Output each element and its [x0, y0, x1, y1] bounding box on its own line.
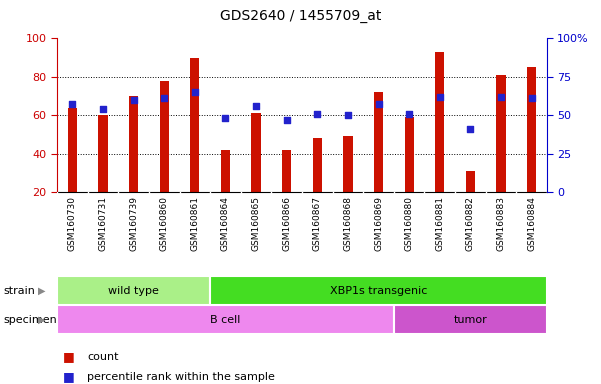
Text: tumor: tumor — [454, 314, 487, 325]
Bar — [57, 305, 394, 334]
Point — [374, 101, 383, 108]
Bar — [343, 136, 353, 192]
Point — [343, 112, 353, 118]
Text: GSM160884: GSM160884 — [527, 196, 536, 251]
Point — [527, 95, 537, 101]
Point — [404, 111, 414, 117]
Point — [190, 89, 200, 95]
Bar — [394, 305, 547, 334]
Text: percentile rank within the sample: percentile rank within the sample — [87, 371, 275, 382]
Text: GSM160868: GSM160868 — [343, 196, 352, 251]
Bar — [99, 115, 108, 192]
Point — [98, 106, 108, 112]
Bar — [210, 276, 547, 305]
Point — [67, 101, 77, 108]
Text: ■: ■ — [63, 370, 75, 383]
Text: GSM160881: GSM160881 — [435, 196, 444, 251]
Text: GSM160739: GSM160739 — [129, 196, 138, 251]
Bar — [527, 67, 536, 192]
Text: GSM160864: GSM160864 — [221, 196, 230, 251]
Text: GSM160869: GSM160869 — [374, 196, 383, 251]
Text: GSM160883: GSM160883 — [496, 196, 505, 251]
Bar — [466, 171, 475, 192]
Point — [159, 95, 169, 101]
Text: GSM160730: GSM160730 — [68, 196, 77, 251]
Bar — [496, 75, 505, 192]
Bar — [282, 150, 291, 192]
Text: ■: ■ — [63, 350, 75, 363]
Text: GSM160860: GSM160860 — [160, 196, 169, 251]
Text: GSM160866: GSM160866 — [282, 196, 291, 251]
Point — [466, 126, 475, 132]
Text: ▶: ▶ — [38, 286, 45, 296]
Bar — [160, 81, 169, 192]
Bar — [404, 117, 413, 192]
Point — [221, 115, 230, 121]
Bar — [221, 150, 230, 192]
Point — [313, 111, 322, 117]
Bar — [57, 276, 210, 305]
Point — [435, 94, 445, 100]
Bar — [435, 52, 444, 192]
Text: GSM160880: GSM160880 — [404, 196, 413, 251]
Text: count: count — [87, 351, 118, 362]
Bar — [374, 92, 383, 192]
Point — [251, 103, 261, 109]
Text: ▶: ▶ — [38, 314, 45, 325]
Text: strain: strain — [3, 286, 35, 296]
Text: B cell: B cell — [210, 314, 240, 325]
Text: GSM160731: GSM160731 — [99, 196, 108, 251]
Text: GDS2640 / 1455709_at: GDS2640 / 1455709_at — [220, 9, 381, 23]
Point — [129, 97, 138, 103]
Bar — [68, 108, 77, 192]
Text: wild type: wild type — [108, 286, 159, 296]
Point — [282, 117, 291, 123]
Bar — [313, 138, 322, 192]
Text: XBP1s transgenic: XBP1s transgenic — [330, 286, 427, 296]
Text: GSM160865: GSM160865 — [252, 196, 261, 251]
Bar — [251, 113, 261, 192]
Point — [496, 94, 506, 100]
Text: GSM160882: GSM160882 — [466, 196, 475, 251]
Bar — [129, 96, 138, 192]
Bar — [191, 58, 200, 192]
Text: GSM160861: GSM160861 — [191, 196, 200, 251]
Text: specimen: specimen — [3, 314, 56, 325]
Text: GSM160867: GSM160867 — [313, 196, 322, 251]
